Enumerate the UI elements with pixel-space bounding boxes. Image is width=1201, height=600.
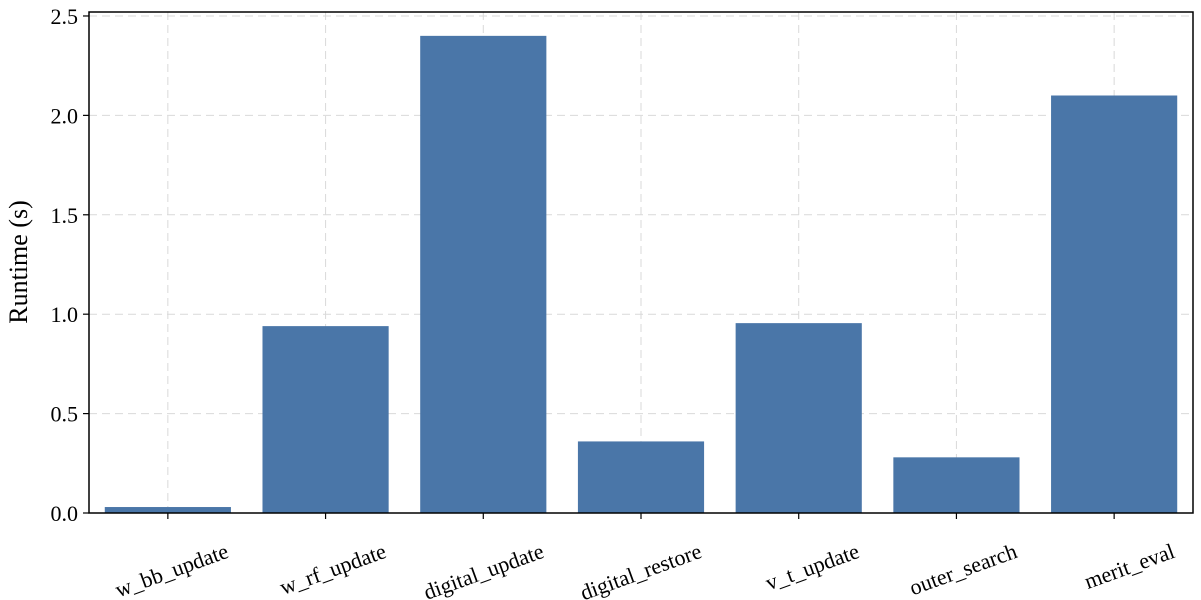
x-tick-label: digital_restore [577, 538, 705, 600]
bars-layer [104, 35, 1178, 513]
x-tick-label: digital_update [420, 538, 547, 600]
x-tick-label: v_t_update [762, 538, 862, 595]
y-tick-label: 2.0 [51, 103, 79, 128]
y-tick-label: 1.0 [51, 302, 79, 327]
x-tick-label: merit_eval [1081, 538, 1178, 594]
bar-w-rf-update [262, 326, 389, 513]
y-axis-label: Runtime (s) [4, 200, 33, 324]
y-tick-label: 2.5 [51, 4, 79, 29]
bar-outer-search [893, 457, 1020, 513]
y-tick-label: 0.0 [51, 501, 79, 526]
bar-w-bb-update [104, 507, 231, 513]
y-tick-label: 0.5 [51, 402, 79, 427]
bar-merit-eval [1051, 95, 1178, 513]
x-tick-label: w_rf_update [276, 538, 389, 600]
grid-layer [89, 12, 1193, 514]
y-axis: 0.0 0.5 1.0 1.5 2.0 2.5 [51, 4, 89, 526]
x-axis: w_bb_update w_rf_update digital_update digi… [112, 513, 1178, 600]
bar-digital-restore [577, 441, 705, 513]
y-tick-label: 1.5 [51, 203, 79, 228]
bar-digital-update [420, 35, 547, 513]
x-tick-label: outer_search [906, 538, 1020, 600]
x-tick-label: w_bb_update [112, 538, 232, 600]
bar-v-t-update [735, 323, 862, 513]
